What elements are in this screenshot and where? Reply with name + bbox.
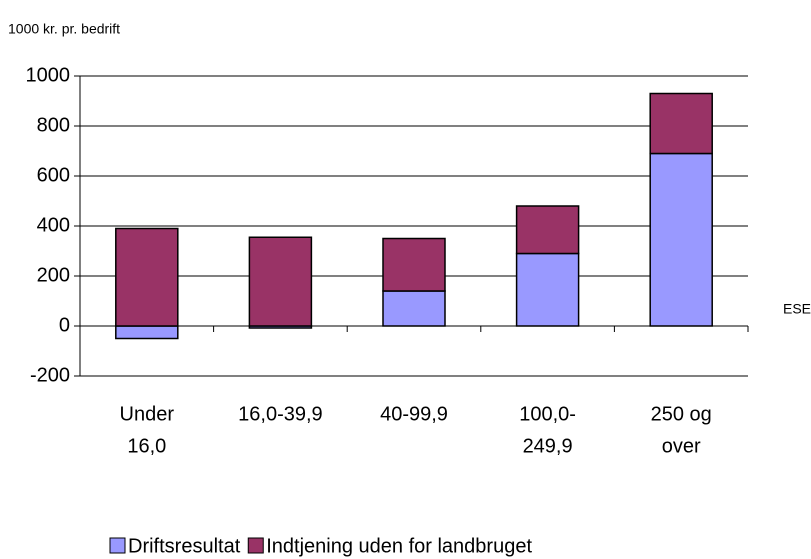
- legend-swatch: [109, 537, 126, 554]
- y-tick-label: -200: [30, 364, 70, 386]
- bar-segment: [382, 237, 446, 292]
- legend-swatch: [247, 537, 264, 554]
- x-tick-label: 16,0: [127, 435, 166, 457]
- y-axis-label: 1000 kr. pr. bedrift: [8, 21, 120, 37]
- bar-segment: [382, 290, 446, 327]
- x-tick-label: over: [662, 435, 701, 457]
- y-tick-label: 1000: [26, 64, 71, 86]
- bar-segment: [248, 236, 313, 327]
- y-tick-label: 600: [37, 164, 70, 186]
- bar-segment: [115, 227, 179, 327]
- legend-label: Driftsresultat: [128, 535, 241, 557]
- x-tick-label: 16,0-39,9: [238, 403, 323, 425]
- x-axis-label: ESE: [783, 301, 811, 317]
- bar-segment: [649, 152, 713, 327]
- y-tick-label: 200: [37, 264, 70, 286]
- x-tick-label: 249,9: [523, 435, 573, 457]
- bar-segment: [515, 205, 580, 255]
- y-tick-label: 400: [37, 214, 70, 236]
- x-tick-label: 100,0-: [519, 403, 576, 425]
- bar-segment: [515, 252, 580, 327]
- x-tick-label: 250 og: [651, 403, 712, 425]
- x-tick-label: Under: [120, 403, 175, 425]
- bar-segment: [649, 92, 713, 155]
- bar-segment: [115, 325, 179, 340]
- x-tick-label: 40-99,9: [380, 403, 448, 425]
- legend-label: Indtjening uden for landbruget: [266, 535, 532, 557]
- y-tick-label: 800: [37, 114, 70, 136]
- y-tick-label: 0: [59, 314, 70, 336]
